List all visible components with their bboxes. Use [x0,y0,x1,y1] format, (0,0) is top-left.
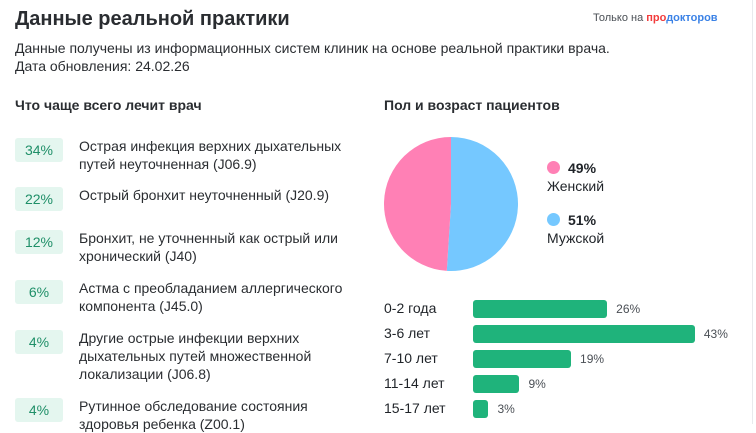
age-row: 0-2 года 26% [384,299,754,319]
subtitle: Данные получены из информационных систем… [15,39,610,75]
age-row: 11-14 лет 9% [384,374,754,394]
age-percent: 9% [528,377,546,391]
diagnosis-item: 12% Бронхит, не уточненный как острый или… [15,230,365,265]
gender-legend-item: 51% Мужской [547,212,604,246]
diagnosis-text: Рутинное обследование состояния здоровья… [79,398,308,432]
panel-border [752,0,753,424]
age-row: 15-17 лет 3% [384,399,754,419]
diagnosis-percent-badge: 6% [15,280,63,304]
age-percent: 3% [497,402,515,416]
diagnoses-heading: Что чаще всего лечит врач [15,97,202,113]
gender-percent: 49% [568,160,597,176]
brand-logo-rest: докторов [666,12,718,24]
brand-prefix: Только на [593,12,647,24]
diagnosis-percent-badge: 34% [15,138,63,162]
diagnosis-item: 6% Астма с преобладанием аллергического к… [15,280,365,315]
legend-dot-icon [547,213,560,226]
patients-heading: Пол и возраст пациентов [384,97,560,113]
gender-label: Мужской [547,230,605,246]
gender-pie-chart [384,137,518,271]
age-bar [473,300,608,318]
diagnosis-item: 34% Острая инфекция верхних дыхательных п… [15,138,365,173]
age-bar [473,400,489,418]
gender-legend-item: 49% Женский [547,160,604,194]
age-percent: 19% [580,352,605,366]
diagnosis-text: Астма с преобладанием аллергического ком… [79,280,343,314]
age-label: 3-6 лет [384,325,431,341]
diagnosis-item: 22% Острый бронхит неуточненный (J20.9) [15,187,365,211]
age-bar [473,325,695,343]
pie-slice-male [446,137,518,271]
age-percent: 43% [703,327,728,341]
age-bar [473,350,572,368]
brand-link[interactable]: Только на продокторов [593,12,718,24]
diagnosis-item: 4% Другие острые инфекции верхних дыхател… [15,330,365,383]
subtitle-text: Данные получены из информационных систем… [15,40,610,56]
update-date: Дата обновления: 24.02.26 [15,58,190,74]
age-label: 15-17 лет [384,400,446,416]
age-bar [473,375,520,393]
brand-logo-pro: про [646,12,667,24]
page-title: Данные реальной практики [15,8,290,30]
diagnosis-text: Другие острые инфекции верхних дыхательн… [79,330,312,382]
diagnosis-percent-badge: 4% [15,398,63,422]
age-row: 3-6 лет 43% [384,324,754,344]
diagnosis-text: Острый бронхит неуточненный (J20.9) [79,187,330,203]
age-row: 7-10 лет 19% [384,349,754,369]
diagnosis-item: 4% Рутинное обследование состояния здоров… [15,398,365,433]
age-label: 7-10 лет [384,350,438,366]
diagnosis-text: Бронхит, не уточненный как острый или хр… [79,230,338,264]
diagnosis-percent-badge: 22% [15,187,63,211]
pie-slice-female [384,137,451,271]
legend-dot-icon [547,161,560,174]
diagnosis-text: Острая инфекция верхних дыхательных путе… [79,138,342,172]
age-percent: 26% [616,302,641,316]
age-label: 0-2 года [384,300,437,316]
diagnosis-percent-badge: 4% [15,330,63,354]
diagnosis-percent-badge: 12% [15,230,63,254]
age-label: 11-14 лет [384,375,445,391]
gender-label: Женский [547,178,605,194]
gender-percent: 51% [568,212,597,228]
